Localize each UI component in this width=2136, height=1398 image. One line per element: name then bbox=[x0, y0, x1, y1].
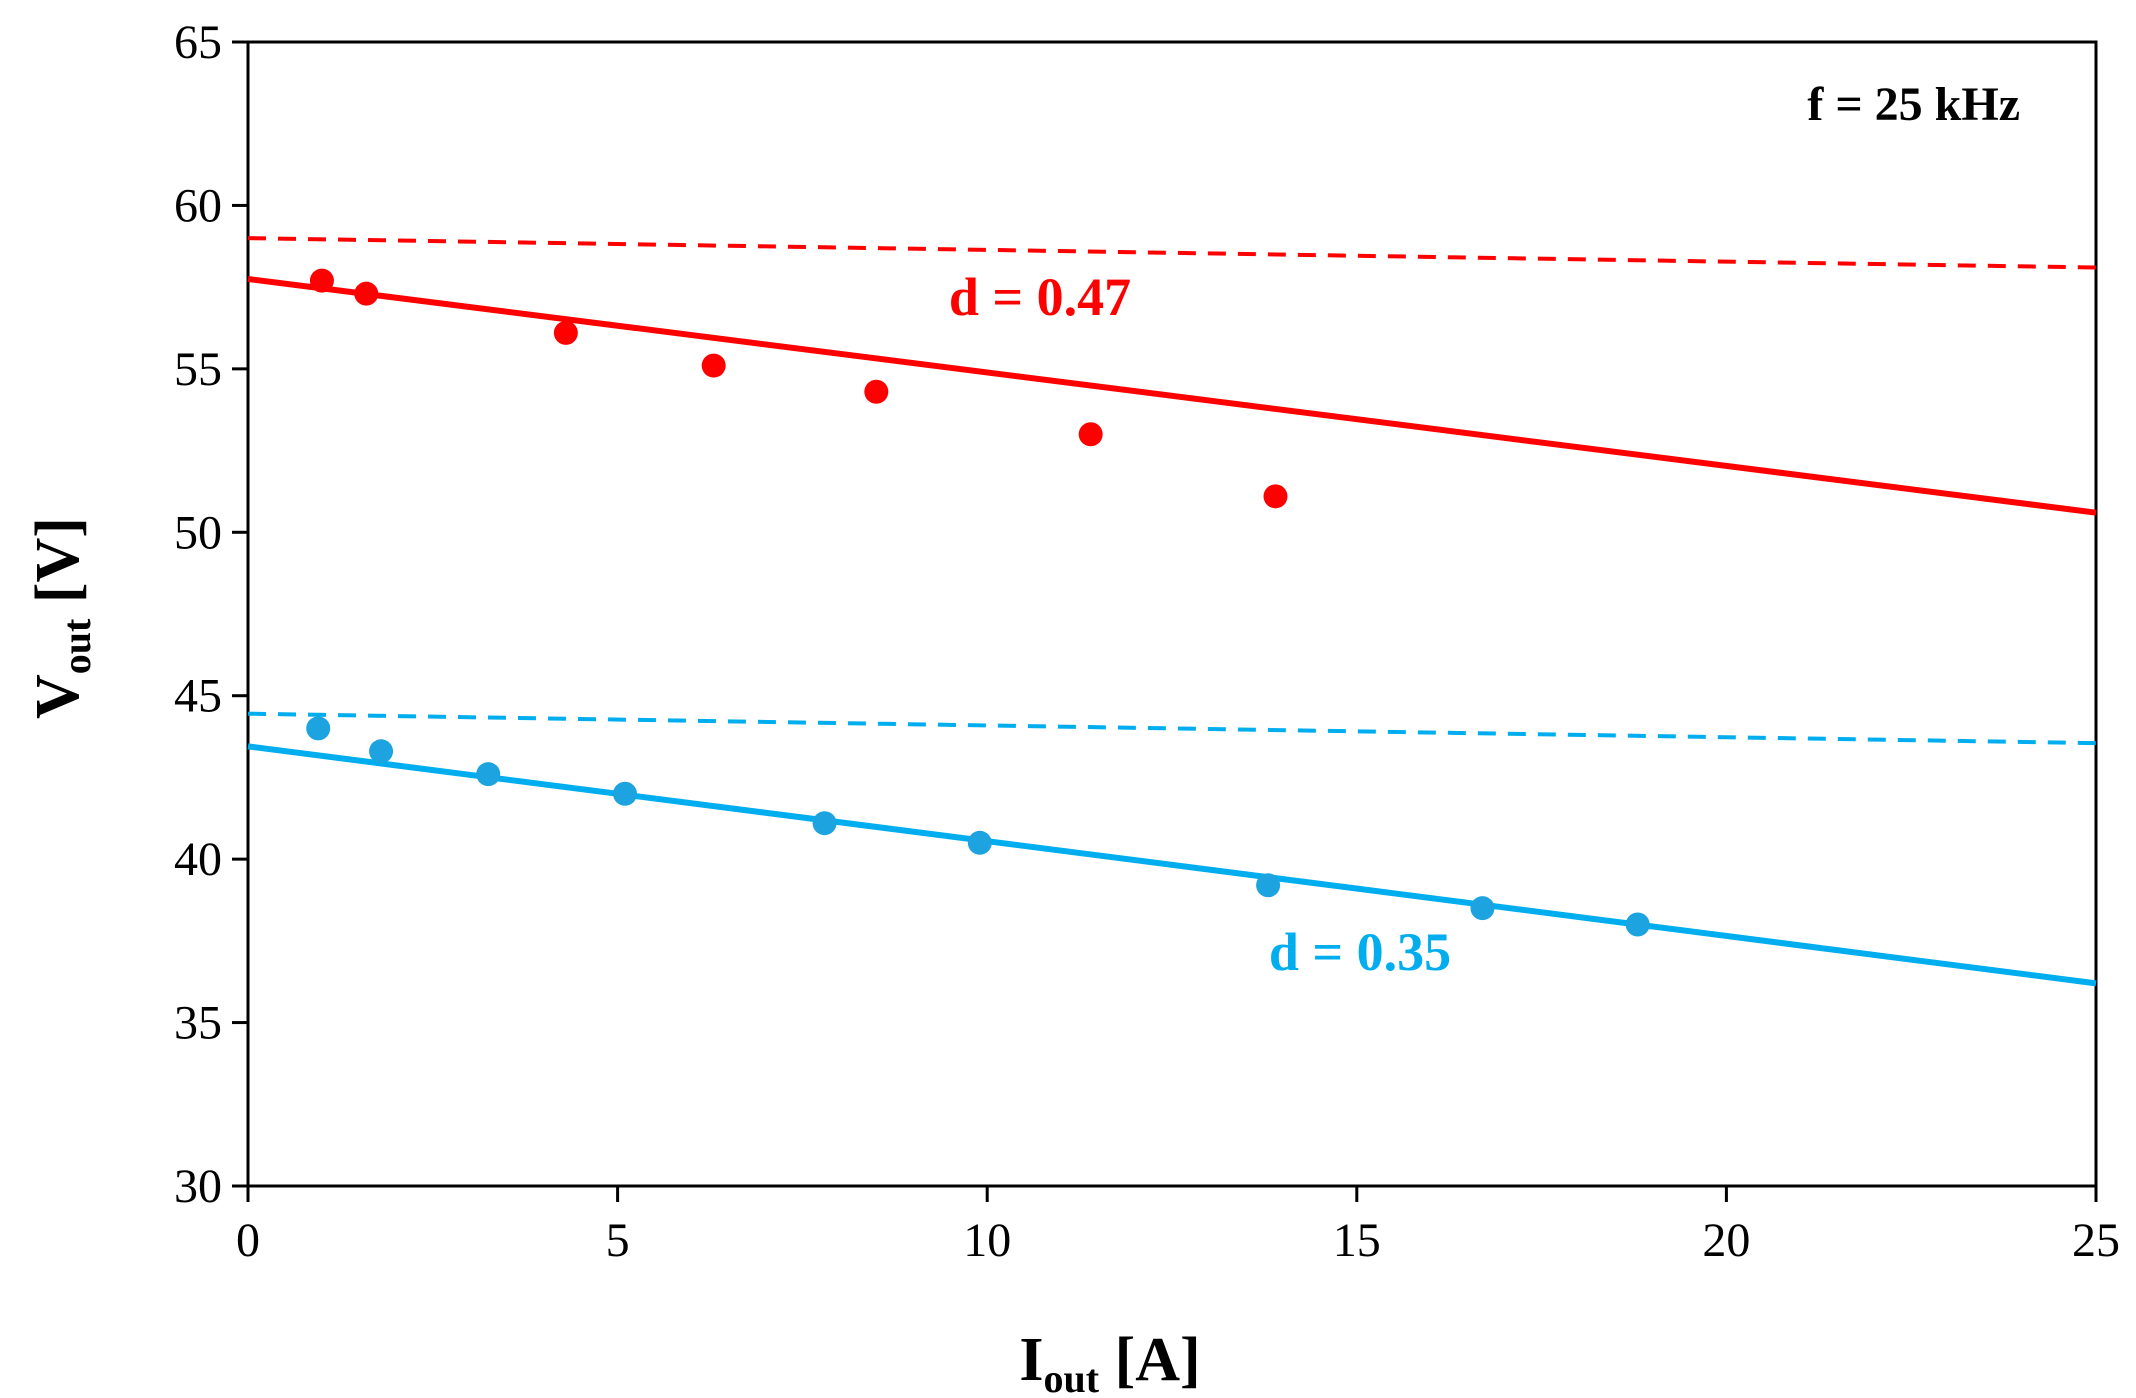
data-point bbox=[309, 268, 334, 293]
x-axis-title-unit: [A] bbox=[1099, 1326, 1201, 1394]
ideal-line bbox=[247, 236, 2097, 270]
data-point bbox=[1470, 896, 1495, 921]
data-point bbox=[864, 379, 889, 404]
data-point bbox=[1256, 873, 1281, 898]
fit-line bbox=[247, 275, 2097, 516]
x-tick-label: 10 bbox=[963, 1214, 1011, 1267]
series-layer: d = 0.47 d = 0.35 bbox=[247, 236, 2097, 987]
x-axis-title-main: I bbox=[1019, 1326, 1043, 1394]
y-axis: 30 35 40 45 50 55 60 65 bbox=[174, 16, 248, 1213]
frequency-annotation: f = 25 kHz bbox=[1807, 78, 2020, 131]
x-axis-title: Iout [A] bbox=[1019, 1326, 1200, 1398]
series-label: d = 0.35 bbox=[1269, 922, 1451, 982]
y-tick-label: 60 bbox=[174, 179, 222, 232]
y-axis-title-unit: [V] bbox=[24, 517, 92, 619]
y-axis-title-sub: out bbox=[54, 618, 99, 674]
data-point bbox=[1625, 912, 1650, 937]
x-tick-label: 15 bbox=[1333, 1214, 1381, 1267]
y-tick-label: 40 bbox=[174, 833, 222, 886]
y-tick-label: 55 bbox=[174, 343, 222, 396]
y-tick-label: 45 bbox=[174, 670, 222, 723]
x-axis: 0 5 10 15 20 25 bbox=[236, 1186, 2120, 1267]
series-label: d = 0.47 bbox=[949, 267, 1131, 327]
series-1: d = 0.47 bbox=[247, 236, 2097, 516]
data-point bbox=[369, 739, 394, 764]
y-tick-label: 50 bbox=[174, 506, 222, 559]
data-point bbox=[1263, 484, 1288, 509]
data-point bbox=[306, 716, 331, 741]
plot-frame bbox=[246, 40, 2098, 1188]
y-axis-title: Vout [V] bbox=[24, 517, 99, 719]
y-tick-label: 35 bbox=[174, 997, 222, 1050]
data-point bbox=[1078, 422, 1103, 447]
y-axis-title-main: V bbox=[24, 674, 92, 719]
x-tick-label: 25 bbox=[2072, 1214, 2120, 1267]
x-tick-label: 0 bbox=[236, 1214, 260, 1267]
y-tick-label: 65 bbox=[174, 16, 222, 69]
data-point bbox=[476, 762, 501, 787]
ideal-line bbox=[247, 711, 2097, 746]
fit-line bbox=[247, 743, 2097, 987]
data-point bbox=[553, 320, 578, 345]
data-point bbox=[701, 353, 726, 378]
data-point bbox=[354, 281, 379, 306]
data-point bbox=[612, 781, 637, 806]
y-tick-label: 30 bbox=[174, 1160, 222, 1213]
series-2: d = 0.35 bbox=[247, 711, 2097, 987]
x-axis-title-sub: out bbox=[1043, 1356, 1099, 1398]
data-point bbox=[967, 830, 992, 855]
x-tick-label: 5 bbox=[606, 1214, 630, 1267]
plot-border bbox=[246, 40, 2098, 1188]
x-tick-label: 20 bbox=[1702, 1214, 1750, 1267]
data-point bbox=[812, 811, 837, 836]
